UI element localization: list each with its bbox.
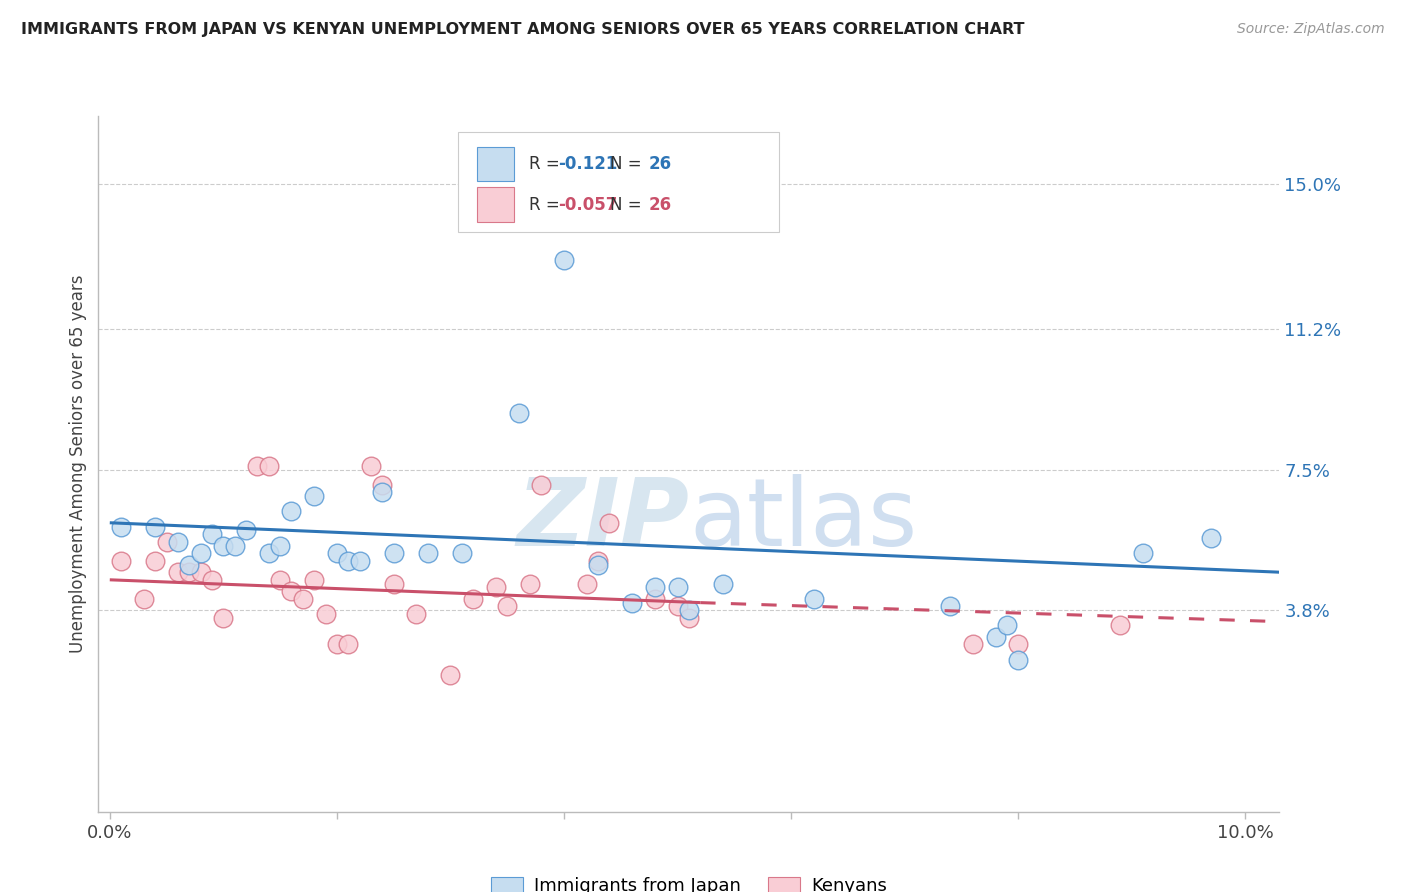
Point <box>598 516 620 530</box>
Point <box>315 607 337 621</box>
Point <box>984 630 1007 644</box>
Point <box>439 668 461 682</box>
Point <box>416 546 439 560</box>
Point <box>337 637 360 651</box>
Point <box>1201 531 1223 545</box>
Point <box>371 485 394 500</box>
Point <box>337 554 360 568</box>
Point <box>962 637 984 651</box>
Point <box>666 581 689 595</box>
Point <box>382 576 405 591</box>
Text: R =: R = <box>529 155 571 173</box>
Point <box>143 554 166 568</box>
Point <box>553 253 575 268</box>
Point <box>803 591 825 606</box>
Point <box>291 591 314 606</box>
Text: R =: R = <box>529 195 571 214</box>
Point <box>246 458 269 473</box>
Point <box>678 603 700 617</box>
Point <box>1132 546 1154 560</box>
Point <box>644 591 666 606</box>
Point <box>190 546 212 560</box>
Text: Source: ZipAtlas.com: Source: ZipAtlas.com <box>1237 22 1385 37</box>
Point <box>575 576 598 591</box>
Point <box>224 539 246 553</box>
Text: N =: N = <box>610 155 647 173</box>
Point <box>167 534 190 549</box>
Y-axis label: Unemployment Among Seniors over 65 years: Unemployment Among Seniors over 65 years <box>69 275 87 653</box>
Text: -0.057: -0.057 <box>558 195 617 214</box>
Text: 26: 26 <box>648 195 672 214</box>
Point <box>496 599 519 614</box>
Point <box>167 565 190 579</box>
Point <box>257 546 280 560</box>
Point <box>1007 653 1029 667</box>
Point <box>450 546 472 560</box>
Point <box>179 565 201 579</box>
Point <box>519 576 541 591</box>
Text: atlas: atlas <box>689 474 917 566</box>
Point <box>257 458 280 473</box>
Point <box>212 539 235 553</box>
Text: 26: 26 <box>648 155 672 173</box>
Point <box>201 573 224 587</box>
Point <box>360 458 382 473</box>
Point <box>711 576 734 591</box>
Point <box>280 504 302 518</box>
Point <box>155 534 177 549</box>
Text: N =: N = <box>610 195 647 214</box>
Point <box>678 611 700 625</box>
Text: -0.121: -0.121 <box>558 155 617 173</box>
Point <box>212 611 235 625</box>
Point <box>463 591 485 606</box>
Point <box>110 519 132 533</box>
Point <box>269 573 291 587</box>
Point <box>666 599 689 614</box>
Text: IMMIGRANTS FROM JAPAN VS KENYAN UNEMPLOYMENT AMONG SENIORS OVER 65 YEARS CORRELA: IMMIGRANTS FROM JAPAN VS KENYAN UNEMPLOY… <box>21 22 1025 37</box>
Point <box>302 573 325 587</box>
Point <box>349 554 371 568</box>
Point <box>995 618 1018 632</box>
Point <box>302 489 325 503</box>
Point <box>1007 637 1029 651</box>
Point <box>508 405 530 419</box>
Point <box>644 581 666 595</box>
Point <box>1109 618 1132 632</box>
Legend: Immigrants from Japan, Kenyans: Immigrants from Japan, Kenyans <box>484 870 894 892</box>
Point <box>132 591 155 606</box>
Point <box>326 637 349 651</box>
Point <box>621 596 644 610</box>
Point <box>190 565 212 579</box>
Point <box>110 554 132 568</box>
Point <box>530 477 553 491</box>
Point <box>326 546 349 560</box>
Text: ZIP: ZIP <box>516 474 689 566</box>
Point <box>371 477 394 491</box>
Point <box>179 558 201 572</box>
Point <box>485 581 508 595</box>
Point <box>405 607 427 621</box>
Point <box>235 524 257 538</box>
Point <box>939 599 962 614</box>
Point <box>280 584 302 599</box>
Point <box>586 554 609 568</box>
Point <box>143 519 166 533</box>
Point <box>586 558 609 572</box>
Point <box>269 539 291 553</box>
Point <box>201 527 224 541</box>
Point <box>382 546 405 560</box>
